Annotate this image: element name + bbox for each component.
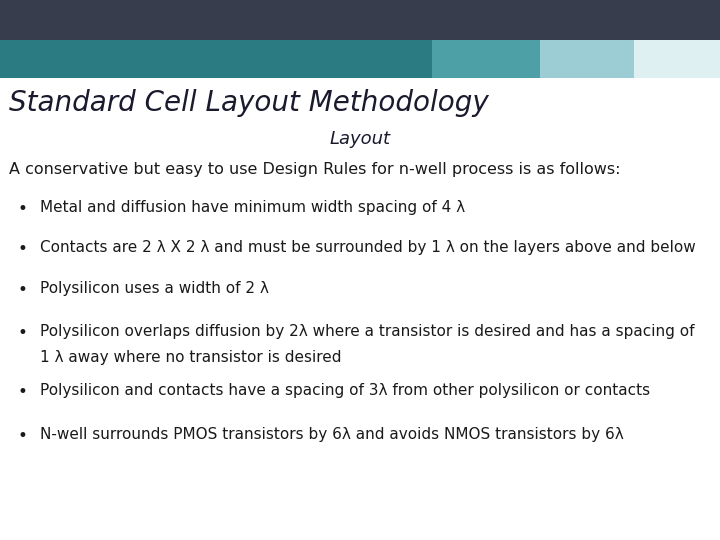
Text: •: •	[18, 281, 28, 299]
Bar	[432, 40, 540, 78]
Text: •: •	[18, 200, 28, 218]
Bar	[634, 40, 720, 78]
Text: A conservative but easy to use Design Rules for n-well process is as follows:: A conservative but easy to use Design Ru…	[9, 162, 620, 177]
Bar	[540, 40, 634, 78]
Text: •: •	[18, 240, 28, 258]
Bar	[0, 40, 432, 78]
Text: Polysilicon overlaps diffusion by 2λ where a transistor is desired and has a spa: Polysilicon overlaps diffusion by 2λ whe…	[40, 324, 694, 339]
Bar	[0, 0, 720, 40]
Text: N-well surrounds PMOS transistors by 6λ and avoids NMOS transistors by 6λ: N-well surrounds PMOS transistors by 6λ …	[40, 427, 624, 442]
Text: Metal and diffusion have minimum width spacing of 4 λ: Metal and diffusion have minimum width s…	[40, 200, 464, 215]
Text: Standard Cell Layout Methodology: Standard Cell Layout Methodology	[9, 89, 488, 117]
Text: Contacts are 2 λ X 2 λ and must be surrounded by 1 λ on the layers above and bel: Contacts are 2 λ X 2 λ and must be surro…	[40, 240, 696, 255]
Text: •: •	[18, 383, 28, 401]
Text: Layout: Layout	[330, 130, 390, 147]
Text: Polysilicon and contacts have a spacing of 3λ from other polysilicon or contacts: Polysilicon and contacts have a spacing …	[40, 383, 649, 399]
Text: •: •	[18, 324, 28, 342]
Text: 1 λ away where no transistor is desired: 1 λ away where no transistor is desired	[40, 350, 341, 365]
Text: Polysilicon uses a width of 2 λ: Polysilicon uses a width of 2 λ	[40, 281, 269, 296]
Text: •: •	[18, 427, 28, 444]
